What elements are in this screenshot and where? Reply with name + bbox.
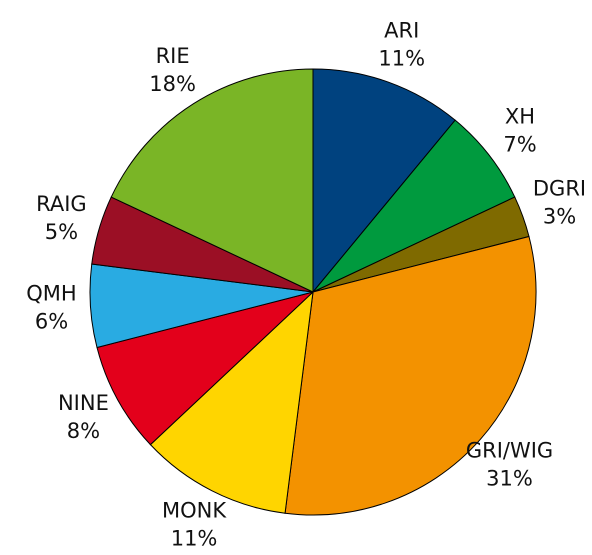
slice-value: 3% [543, 204, 576, 228]
slice-label: QMH [26, 281, 76, 305]
pie-slice [149, 290, 314, 514]
slice-value: 8% [67, 419, 100, 443]
pie-slice [110, 68, 314, 293]
slice-label: NINE [58, 391, 109, 415]
slice-label: ARI [384, 18, 419, 42]
slice-value: 31% [486, 466, 533, 490]
slice-label: RAIG [36, 192, 87, 216]
slice-label: DGRI [533, 176, 586, 200]
slice-value: 7% [503, 132, 536, 156]
slice-label: XH [505, 104, 535, 128]
slice-value: 18% [149, 72, 196, 96]
slice-value: 11% [378, 46, 425, 70]
pie-slice [96, 291, 314, 446]
slice-label: MONK [162, 498, 227, 522]
slice-label: RIE [156, 44, 190, 68]
slice-label: GRI/WIG [466, 438, 553, 462]
slice-value: 11% [171, 526, 218, 550]
slice-value: 5% [45, 220, 78, 244]
pie-slice [312, 68, 456, 294]
slice-value: 6% [35, 309, 68, 333]
pie-slice [284, 235, 537, 516]
